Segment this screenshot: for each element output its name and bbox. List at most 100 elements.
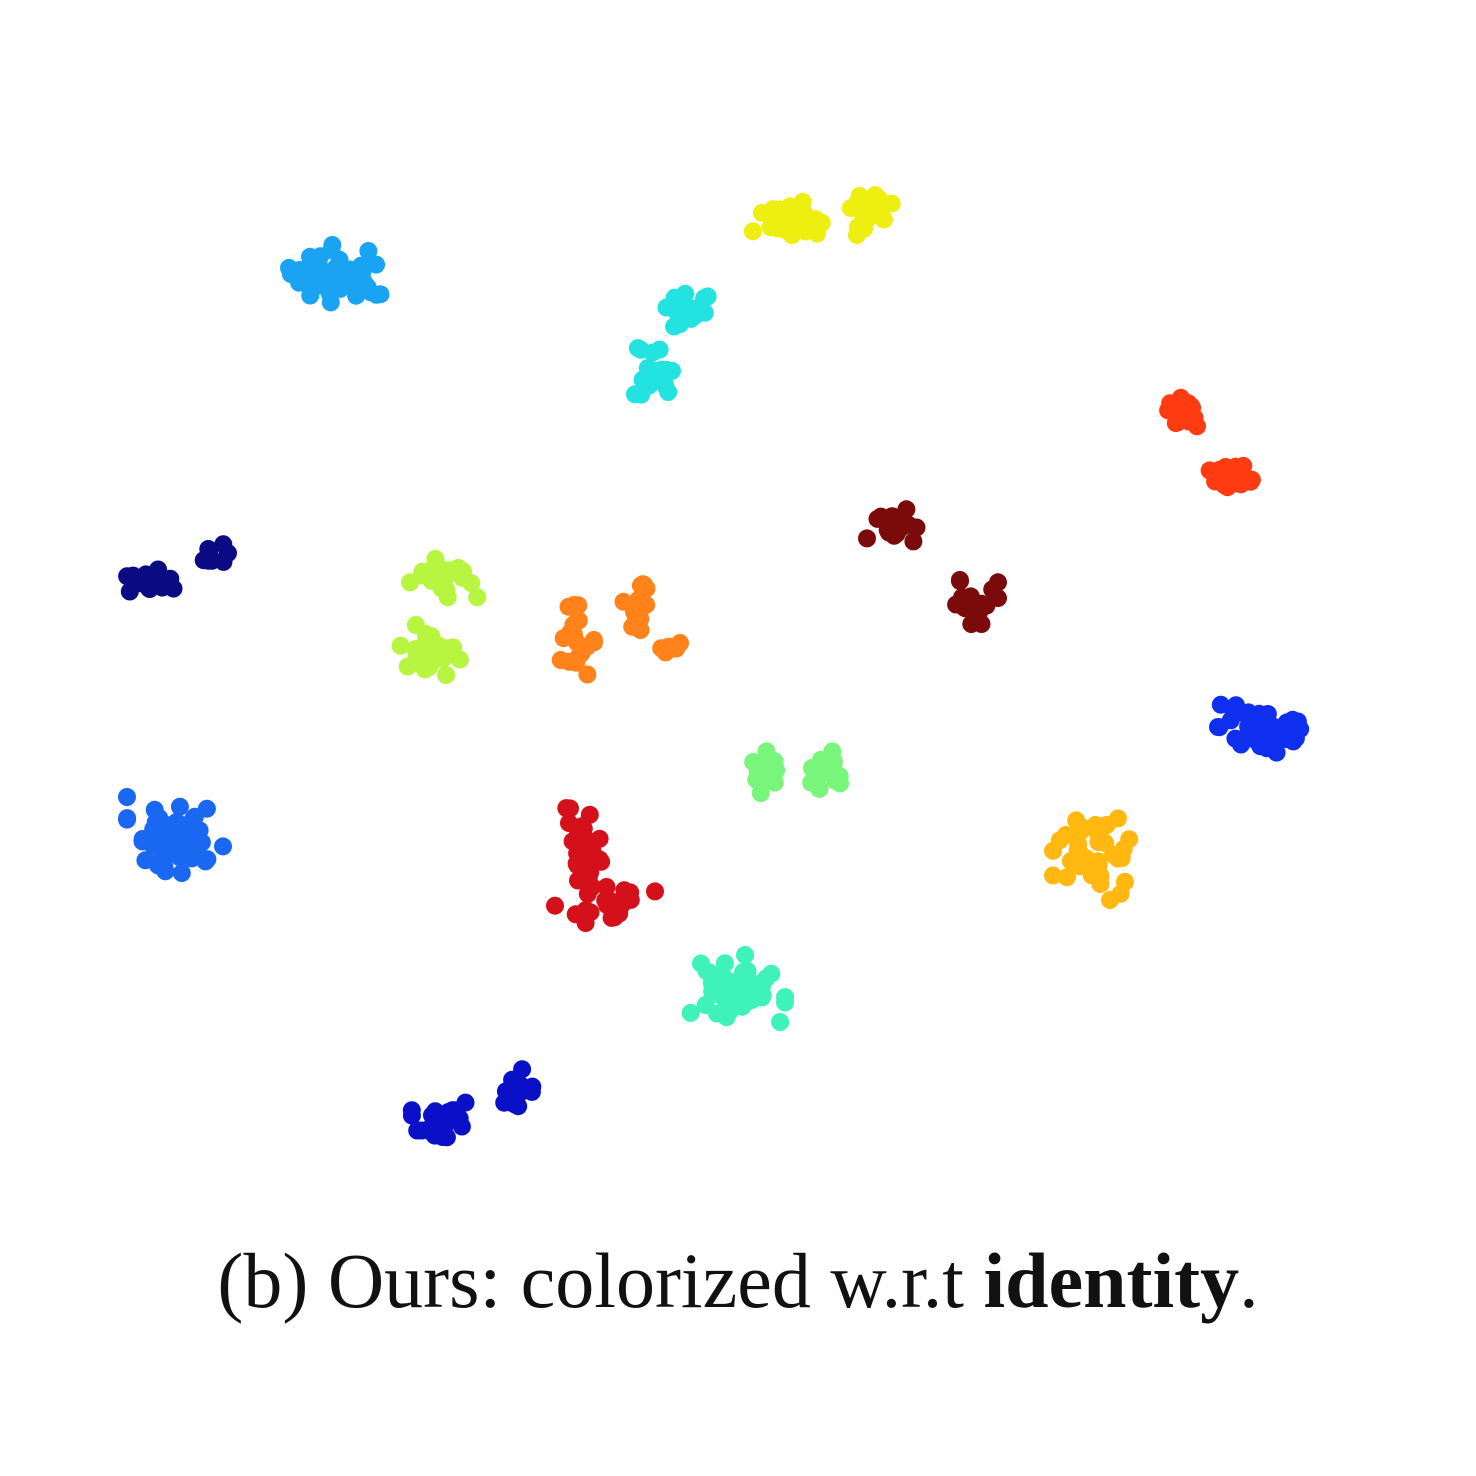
scatter-point-cluster-14 bbox=[728, 984, 747, 1003]
scatter-point-cluster-11 bbox=[190, 821, 209, 840]
scatter-point-cluster-14 bbox=[697, 962, 716, 981]
scatter-point-cluster-6 bbox=[199, 540, 218, 558]
caption-prefix: (b) Ours: colorized w.r.t bbox=[217, 1237, 984, 1324]
scatter-point-cluster-15 bbox=[456, 1093, 475, 1112]
scatter-point-cluster-12 bbox=[1071, 823, 1089, 841]
scatter-point-cluster-10 bbox=[749, 767, 768, 785]
scatter-point-cluster-10 bbox=[757, 742, 776, 761]
scatter-point-cluster-8 bbox=[585, 633, 604, 652]
scatter-point-cluster-5 bbox=[897, 500, 916, 519]
scatter-point-cluster-2 bbox=[850, 187, 869, 205]
scatter-point-cluster-9 bbox=[1237, 706, 1256, 725]
scatter-point-cluster-3 bbox=[695, 303, 714, 322]
scatter-point-cluster-5 bbox=[868, 509, 887, 528]
scatter-point-cluster-14 bbox=[736, 946, 754, 964]
scatter-point-cluster-3 bbox=[626, 385, 644, 404]
scatter-point-cluster-7 bbox=[407, 645, 426, 664]
scatter-point-cluster-11 bbox=[146, 813, 165, 832]
scatter-point-cluster-11 bbox=[143, 836, 162, 855]
caption-suffix: . bbox=[1239, 1237, 1259, 1324]
scatter-point-cluster-4 bbox=[1206, 472, 1225, 491]
scatter-point-cluster-7 bbox=[444, 638, 463, 657]
scatter-point-cluster-8 bbox=[560, 652, 579, 671]
scatter-point-cluster-10 bbox=[765, 773, 784, 792]
scatter-point-cluster-2 bbox=[812, 213, 831, 232]
scatter-point-cluster-5 bbox=[858, 529, 876, 548]
scatter-point-cluster-12 bbox=[1116, 872, 1134, 891]
scatter-point-cluster-10 bbox=[812, 750, 830, 769]
scatter-point-cluster-12 bbox=[1086, 820, 1105, 839]
scatter-point-cluster-1 bbox=[301, 286, 320, 305]
scatter-point-cluster-13 bbox=[561, 799, 579, 818]
scatter-point-cluster-8 bbox=[559, 597, 578, 616]
scatter-point-cluster-11 bbox=[118, 788, 136, 806]
scatter-plot bbox=[118, 186, 1310, 1147]
scatter-point-cluster-15 bbox=[402, 1101, 421, 1120]
scatter-point-cluster-5 bbox=[989, 573, 1007, 592]
scatter-point-cluster-3 bbox=[631, 340, 650, 359]
scatter-point-cluster-1 bbox=[359, 242, 378, 260]
scatter-point-cluster-9 bbox=[1226, 729, 1245, 748]
scatter-point-cluster-1 bbox=[288, 263, 307, 282]
scatter-point-cluster-9 bbox=[1209, 718, 1227, 736]
scatter-point-cluster-4 bbox=[1228, 466, 1247, 485]
scatter-point-cluster-13 bbox=[567, 854, 586, 873]
scatter-point-cluster-6 bbox=[139, 566, 158, 585]
scatter-point-cluster-13 bbox=[621, 890, 640, 909]
scatter-point-cluster-13 bbox=[610, 904, 629, 923]
scatter-point-cluster-5 bbox=[904, 532, 923, 551]
scatter-point-cluster-11 bbox=[170, 797, 189, 816]
scatter-point-cluster-9 bbox=[1288, 712, 1307, 731]
scatter-point-cluster-3 bbox=[665, 288, 684, 307]
scatter-point-cluster-12 bbox=[1044, 866, 1062, 885]
scatter-point-cluster-9 bbox=[1246, 725, 1265, 744]
scatter-point-cluster-15 bbox=[522, 1082, 541, 1101]
scatter-point-cluster-5 bbox=[879, 523, 898, 542]
scatter-point-cluster-9 bbox=[1261, 716, 1280, 735]
scatter-point-cluster-5 bbox=[883, 507, 902, 526]
scatter-point-cluster-2 bbox=[767, 218, 786, 237]
scatter-point-cluster-14 bbox=[681, 1003, 700, 1022]
scatter-point-cluster-10 bbox=[821, 765, 840, 784]
scatter-point-cluster-2 bbox=[764, 200, 782, 219]
scatter-point-cluster-7 bbox=[425, 572, 444, 591]
scatter-point-cluster-4 bbox=[1168, 413, 1187, 432]
scatter-point-cluster-6 bbox=[118, 567, 137, 586]
scatter-point-cluster-5 bbox=[977, 596, 996, 615]
scatter-point-cluster-15 bbox=[452, 1117, 471, 1136]
scatter-point-cluster-3 bbox=[665, 317, 684, 336]
scatter-point-cluster-11 bbox=[118, 809, 137, 828]
scatter-point-cluster-1 bbox=[326, 259, 345, 278]
scatter-point-cluster-12 bbox=[1101, 891, 1119, 909]
scatter-point-cluster-12 bbox=[1091, 875, 1110, 893]
scatter-point-cluster-7 bbox=[468, 588, 487, 607]
scatter-point-cluster-5 bbox=[962, 615, 981, 633]
scatter-point-cluster-3 bbox=[633, 370, 652, 389]
scatter-point-cluster-15 bbox=[439, 1103, 458, 1121]
scatter-point-cluster-15 bbox=[495, 1093, 514, 1112]
scatter-point-cluster-14 bbox=[712, 964, 731, 983]
scatter-point-cluster-8 bbox=[629, 590, 648, 609]
scatter-point-cluster-3 bbox=[698, 287, 717, 306]
scatter-point-cluster-11 bbox=[170, 848, 189, 867]
scatter-point-cluster-11 bbox=[173, 816, 192, 835]
scatter-point-cluster-8 bbox=[614, 592, 633, 611]
scatter-point-cluster-1 bbox=[305, 254, 324, 273]
scatter-point-cluster-7 bbox=[462, 574, 481, 593]
scatter-point-cluster-13 bbox=[546, 896, 564, 915]
scatter-point-cluster-15 bbox=[408, 1121, 427, 1140]
scatter-point-cluster-1 bbox=[347, 286, 366, 305]
scatter-point-cluster-1 bbox=[371, 285, 390, 304]
scatter-point-cluster-13 bbox=[646, 882, 664, 901]
scatter-point-cluster-14 bbox=[696, 996, 715, 1014]
scatter-point-cluster-7 bbox=[391, 636, 410, 655]
scatter-point-cluster-13 bbox=[581, 863, 600, 882]
scatter-point-cluster-6 bbox=[219, 544, 237, 563]
scatter-point-cluster-7 bbox=[406, 616, 425, 634]
scatter-point-cluster-8 bbox=[631, 621, 650, 639]
scatter-point-cluster-13 bbox=[574, 819, 593, 838]
scatter-point-cluster-7 bbox=[437, 666, 456, 684]
scatter-point-cluster-8 bbox=[554, 629, 573, 648]
scatter-point-cluster-1 bbox=[322, 240, 341, 259]
scatter-point-cluster-12 bbox=[1114, 840, 1133, 858]
